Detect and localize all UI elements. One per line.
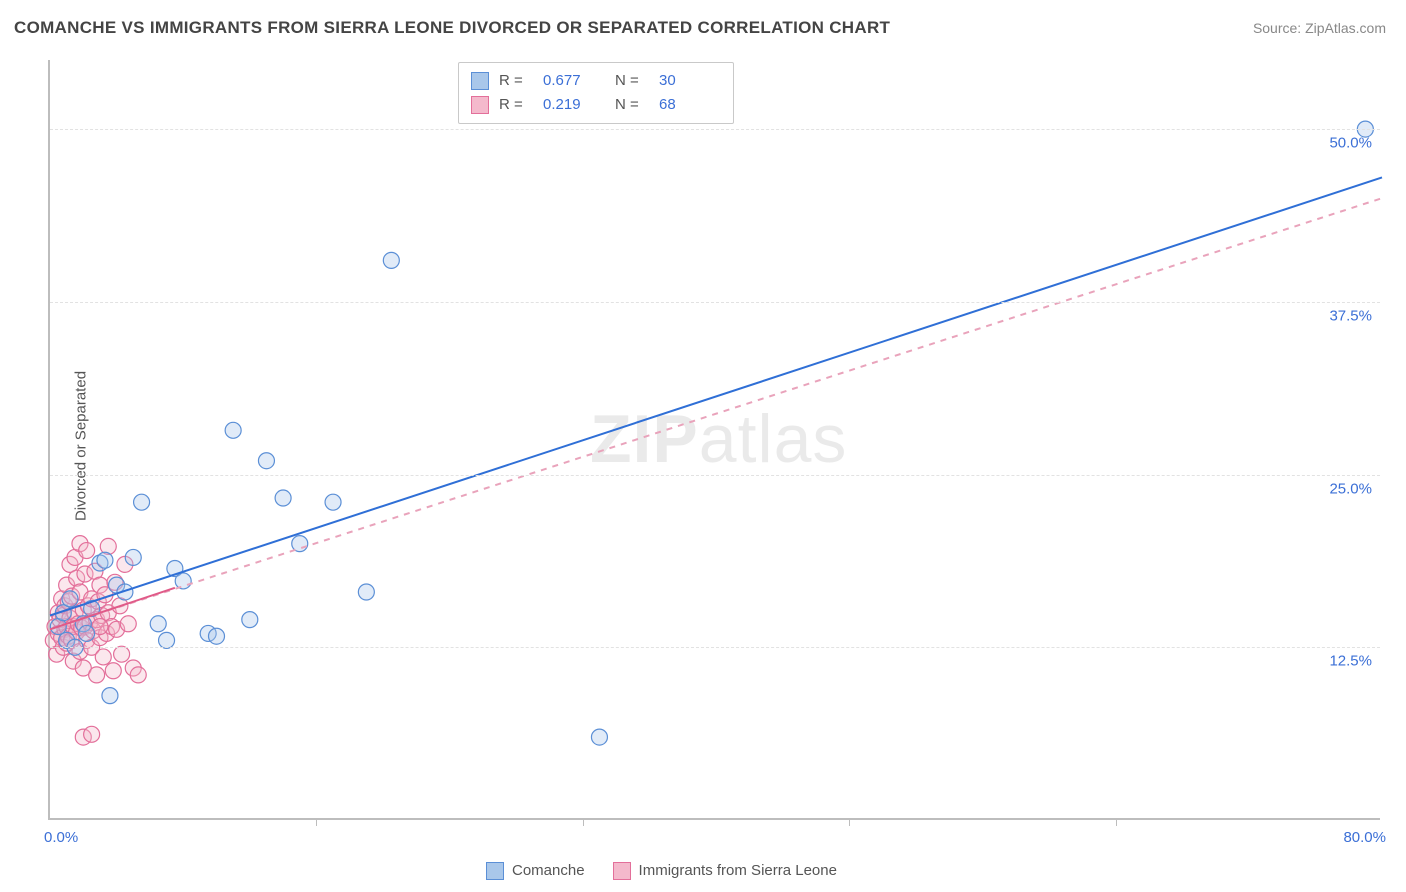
legend-r-value: 0.219 <box>543 93 605 117</box>
x-minor-tick <box>583 818 584 826</box>
y-tick-label: 25.0% <box>1329 480 1372 497</box>
data-point <box>79 625 95 641</box>
plot-area: ZIPatlas 12.5%25.0%37.5%50.0%0.0%80.0% <box>48 60 1380 820</box>
legend-series-name: Comanche <box>512 862 585 879</box>
legend-swatch <box>471 96 489 114</box>
legend-series-item: Comanche <box>486 862 585 880</box>
source-attribution: Source: ZipAtlas.com <box>1253 20 1386 36</box>
data-point <box>79 543 95 559</box>
x-tick-label: 80.0% <box>1343 829 1386 846</box>
data-point <box>325 494 341 510</box>
trend-line <box>50 177 1382 615</box>
data-point <box>130 667 146 683</box>
data-point <box>358 584 374 600</box>
x-minor-tick <box>1116 818 1117 826</box>
data-point <box>275 490 291 506</box>
data-point <box>125 549 141 565</box>
gridline-h <box>50 647 1380 648</box>
legend-series-item: Immigrants from Sierra Leone <box>613 862 837 880</box>
data-point <box>120 616 136 632</box>
correlation-legend: R = 0.677 N = 30 R = 0.219 N = 68 <box>458 62 734 124</box>
data-point <box>89 667 105 683</box>
y-tick-label: 37.5% <box>1329 307 1372 324</box>
chart-container: COMANCHE VS IMMIGRANTS FROM SIERRA LEONE… <box>0 0 1406 892</box>
data-point <box>383 252 399 268</box>
data-point <box>175 573 191 589</box>
data-point <box>242 612 258 628</box>
plot-svg <box>50 60 1380 818</box>
data-point <box>105 663 121 679</box>
data-point <box>84 726 100 742</box>
legend-n-label: N = <box>615 69 649 93</box>
x-minor-tick <box>316 818 317 826</box>
y-tick-label: 50.0% <box>1329 135 1372 152</box>
y-tick-label: 12.5% <box>1329 653 1372 670</box>
x-tick-label: 0.0% <box>44 829 78 846</box>
data-point <box>102 688 118 704</box>
gridline-h <box>50 129 1380 130</box>
data-point <box>150 616 166 632</box>
legend-r-label: R = <box>499 69 533 93</box>
data-point <box>134 494 150 510</box>
series-legend: Comanche Immigrants from Sierra Leone <box>486 862 837 880</box>
x-minor-tick <box>849 818 850 826</box>
legend-n-value: 68 <box>659 93 721 117</box>
legend-n-value: 30 <box>659 69 721 93</box>
legend-row: R = 0.677 N = 30 <box>471 69 721 93</box>
trend-line <box>50 198 1382 629</box>
legend-r-value: 0.677 <box>543 69 605 93</box>
chart-title: COMANCHE VS IMMIGRANTS FROM SIERRA LEONE… <box>14 18 890 38</box>
legend-row: R = 0.219 N = 68 <box>471 93 721 117</box>
data-point <box>114 646 130 662</box>
data-point <box>209 628 225 644</box>
gridline-h <box>50 302 1380 303</box>
data-point <box>591 729 607 745</box>
legend-r-label: R = <box>499 93 533 117</box>
data-point <box>159 632 175 648</box>
legend-series-name: Immigrants from Sierra Leone <box>639 862 837 879</box>
data-point <box>258 453 274 469</box>
data-point <box>225 422 241 438</box>
data-point <box>97 552 113 568</box>
legend-n-label: N = <box>615 93 649 117</box>
legend-swatch <box>613 862 631 880</box>
data-point <box>62 591 78 607</box>
legend-swatch <box>486 862 504 880</box>
legend-swatch <box>471 72 489 90</box>
data-point <box>95 649 111 665</box>
gridline-h <box>50 475 1380 476</box>
